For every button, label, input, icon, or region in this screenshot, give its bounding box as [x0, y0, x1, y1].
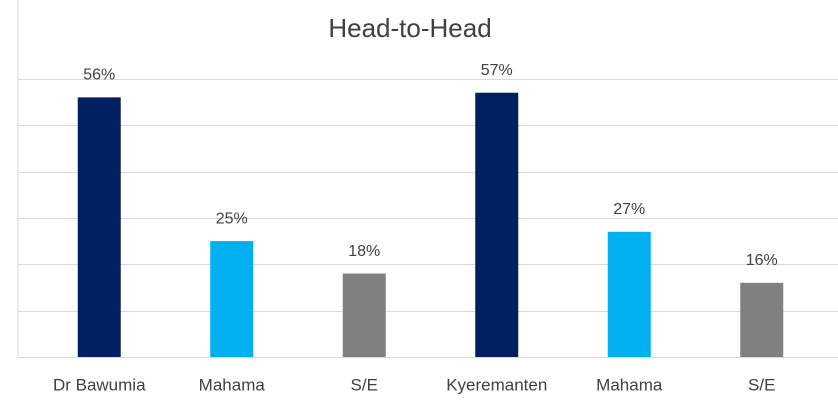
bar — [475, 92, 519, 358]
bar — [342, 273, 386, 357]
x-tick-label: S/E — [748, 375, 775, 394]
value-label: 18% — [348, 243, 380, 260]
x-tick-label: Dr Bawumia — [53, 375, 146, 394]
x-tick-label: S/E — [351, 375, 378, 394]
bar — [77, 97, 121, 357]
bar — [607, 231, 651, 357]
value-label: 25% — [216, 210, 248, 227]
x-tick-label: Kyeremanten — [446, 375, 547, 394]
chart-title: Head-to-Head — [328, 13, 491, 43]
bar — [210, 241, 254, 357]
bar — [740, 282, 784, 357]
value-label: 16% — [746, 252, 778, 269]
x-tick-label: Mahama — [199, 375, 266, 394]
x-tick-label: Mahama — [596, 375, 663, 394]
value-label: 57% — [481, 62, 513, 79]
value-label: 27% — [613, 201, 645, 218]
value-label: 56% — [83, 67, 115, 84]
